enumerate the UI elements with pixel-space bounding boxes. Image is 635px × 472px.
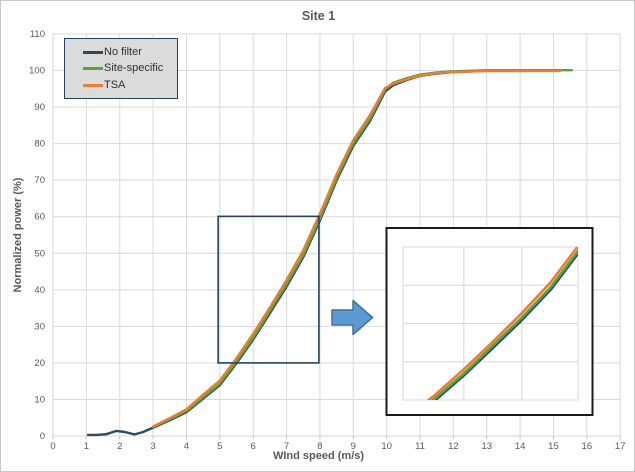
x-tick-label: 1 bbox=[84, 441, 89, 452]
legend-label: No filter bbox=[104, 45, 142, 58]
x-tick-label: 7 bbox=[284, 441, 289, 452]
x-tick-label: 16 bbox=[582, 441, 593, 452]
x-tick-label: 2 bbox=[117, 441, 122, 452]
x-tick-label: 15 bbox=[548, 441, 559, 452]
tick-labels: 0 1 2 3 4 5 6 7 8 9 10 11 12 13 14 15 16 1701020304050607… bbox=[29, 29, 625, 452]
y-tick-label: 110 bbox=[30, 29, 45, 40]
x-tick-label: 17 bbox=[615, 441, 626, 452]
legend-item-tsa: TSA bbox=[83, 78, 177, 91]
legend-line-swatch bbox=[83, 83, 103, 87]
y-tick-label: 50 bbox=[34, 248, 45, 259]
y-tick-label: 90 bbox=[34, 102, 45, 113]
legend-item-site-specific: Site-specific bbox=[83, 63, 177, 74]
x-tick-label: 10 bbox=[381, 441, 392, 452]
legend: No filter Site-specific TSA bbox=[64, 38, 178, 99]
zoom-arrow-icon bbox=[331, 299, 374, 336]
x-tick-label: 4 bbox=[184, 441, 189, 452]
x-tick-label: 3 bbox=[150, 441, 155, 452]
inset-series-line-no-filter bbox=[433, 251, 578, 400]
y-tick-label: 30 bbox=[34, 321, 45, 332]
y-tick-label: 0 bbox=[40, 431, 45, 442]
chart-title: Site 1 bbox=[301, 9, 336, 23]
x-tick-label: 5 bbox=[217, 441, 222, 452]
inset-zoom-chart bbox=[385, 227, 594, 416]
y-tick-label: 70 bbox=[34, 175, 45, 186]
x-tick-label: 14 bbox=[515, 441, 526, 452]
zoom-region-box bbox=[217, 215, 320, 364]
x-tick-label: 6 bbox=[251, 441, 256, 452]
inset-series-lines bbox=[426, 247, 578, 400]
legend-line-swatch bbox=[83, 67, 103, 70]
series-lines bbox=[86, 69, 573, 437]
legend-label: Site-specific bbox=[104, 62, 164, 74]
legend-line-swatch bbox=[83, 50, 103, 54]
legend-item-no-filter: No filter bbox=[83, 45, 177, 58]
y-tick-label: 80 bbox=[34, 139, 45, 150]
y-tick-label: 100 bbox=[29, 66, 45, 77]
legend-label: TSA bbox=[104, 78, 126, 91]
y-tick-label: 20 bbox=[34, 358, 45, 369]
y-tick-label: 10 bbox=[34, 394, 45, 405]
x-axis-title: WInd speed (m/s) bbox=[272, 450, 365, 462]
x-tick-label: 9 bbox=[351, 441, 356, 452]
series-line-tsa bbox=[151, 69, 562, 428]
x-tick-label: 12 bbox=[448, 441, 459, 452]
x-tick-marks bbox=[52, 436, 621, 440]
y-tick-label: 40 bbox=[34, 285, 45, 296]
x-tick-label: 13 bbox=[481, 441, 492, 452]
x-tick-label: 0 bbox=[50, 441, 55, 452]
x-tick-label: 11 bbox=[415, 441, 425, 452]
x-tick-label: 8 bbox=[317, 441, 322, 452]
y-tick-label: 60 bbox=[34, 212, 45, 223]
